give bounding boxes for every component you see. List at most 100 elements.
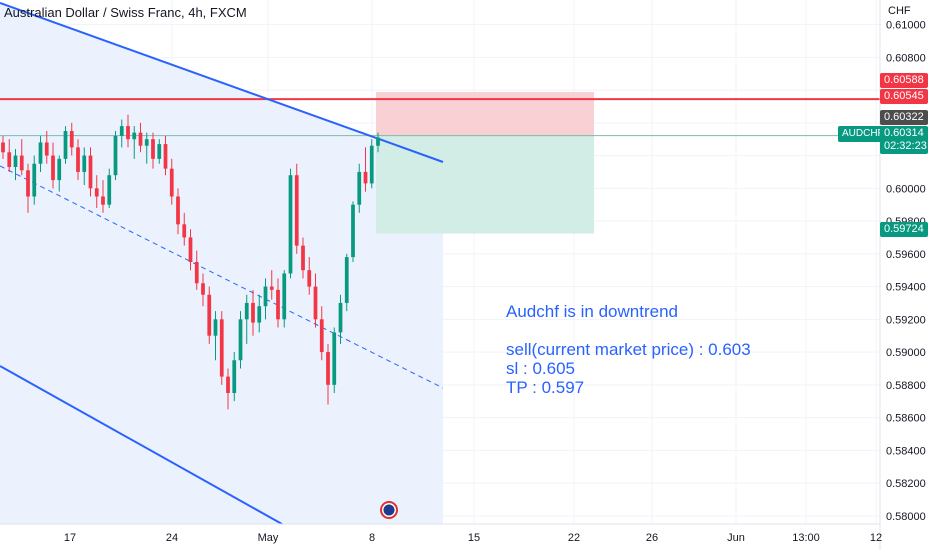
- trade-note-stop: sl : 0.605: [506, 359, 575, 378]
- symbol-tag: AUDCHF: [838, 126, 888, 142]
- x-tick-label: 26: [646, 532, 658, 544]
- candle-body: [182, 224, 187, 238]
- candle-body: [188, 237, 193, 262]
- x-tick-label: 22: [568, 532, 580, 544]
- candle-body: [32, 163, 37, 197]
- candle-body: [132, 132, 137, 140]
- y-tick-label: 0.60800: [886, 52, 926, 64]
- candle-body: [107, 175, 112, 205]
- y-tick-label: 0.58200: [886, 478, 926, 490]
- trade-note-entry: sell(current market price) : 0.603: [506, 340, 751, 359]
- trade-note[interactable]: Audchf is in downtrend sell(current mark…: [506, 302, 751, 397]
- channel-lower-line[interactable]: [0, 365, 283, 525]
- candle-body: [201, 283, 205, 295]
- candle-body: [69, 131, 74, 148]
- candle-body: [319, 319, 324, 353]
- candle-body: [232, 360, 237, 393]
- candle-body: [244, 302, 249, 320]
- candles: [1, 114, 380, 410]
- trade-note-target: TP : 0.597: [506, 378, 585, 397]
- candle-body: [282, 273, 287, 320]
- candle-body: [157, 144, 162, 159]
- candle-body: [144, 139, 149, 146]
- channel-mid-line: [0, 165, 444, 389]
- target-price-tag: 0.59724: [880, 222, 928, 237]
- candle-body: [376, 137, 380, 146]
- candle-body: [251, 302, 255, 323]
- candle-body: [219, 319, 224, 377]
- candle-body: [301, 245, 305, 271]
- current-price-tag: 0.60314 02:32:23: [880, 126, 928, 154]
- y-tick-label: 0.58000: [886, 511, 926, 523]
- candle-body: [357, 171, 362, 205]
- candle-body: [82, 155, 87, 172]
- y-tick-label: 0.59400: [886, 282, 926, 294]
- candle-body: [288, 175, 293, 274]
- candle-body: [76, 147, 80, 172]
- candle-body: [57, 158, 62, 181]
- candle-body: [332, 332, 337, 385]
- time-axis[interactable]: 17 24 May 8 15 22 26 Jun 13:00 12: [64, 532, 882, 544]
- candle-body: [169, 168, 174, 197]
- candle-body: [13, 155, 18, 168]
- y-tick-label: 0.58800: [886, 380, 926, 392]
- candle-body: [51, 155, 55, 181]
- x-tick-label: 15: [468, 532, 480, 544]
- candle-body: [294, 175, 299, 246]
- x-tick-label: May: [258, 532, 279, 544]
- current-price-value: 0.60314: [884, 127, 924, 139]
- y-tick-label: 0.59200: [886, 314, 926, 326]
- candle-body: [19, 155, 24, 171]
- candle-body: [313, 286, 318, 320]
- y-tick-label: 0.60000: [886, 183, 926, 195]
- candle-body: [194, 262, 199, 284]
- candle-body: [363, 171, 368, 184]
- resistance-price-tag: 0.60545: [880, 89, 928, 104]
- channel-fill: [0, 3, 443, 524]
- candle-body: [113, 135, 118, 176]
- trade-note-trend: Audchf is in downtrend: [506, 302, 678, 321]
- candle-body: [63, 131, 68, 159]
- candle-body: [26, 170, 30, 197]
- countdown-timer: 02:32:23: [884, 140, 927, 152]
- candle-body: [119, 126, 124, 136]
- candle-body: [307, 270, 312, 287]
- candle-body: [213, 319, 218, 336]
- x-tick-label: 17: [64, 532, 76, 544]
- y-tick-label: 0.58600: [886, 413, 926, 425]
- candle-body: [101, 196, 105, 205]
- candle-body: [88, 155, 93, 189]
- entry-price-tag: 0.60322: [880, 110, 928, 125]
- x-tick-label: 24: [166, 532, 178, 544]
- candle-body: [163, 144, 168, 169]
- channel-upper-line[interactable]: [0, 2, 444, 163]
- y-tick-label: 0.58400: [886, 445, 926, 457]
- candle-body: [351, 204, 355, 258]
- stop-top-price-tag: 0.60588: [880, 73, 928, 88]
- candle-body: [257, 306, 262, 323]
- candle-body: [326, 352, 330, 385]
- candle-body: [226, 376, 230, 393]
- candle-body: [338, 302, 343, 333]
- currency-label: CHF: [888, 5, 911, 17]
- price-axis[interactable]: 0.610000.608000.600000.598000.596000.594…: [886, 20, 926, 523]
- candle-body: [269, 286, 274, 290]
- symbol-title: Australian Dollar / Swiss Franc, 4h, FXC…: [4, 5, 247, 20]
- candle-body: [151, 139, 155, 159]
- candle-body: [1, 142, 5, 153]
- candle-body: [238, 319, 243, 361]
- candle-body: [344, 257, 349, 303]
- x-tick-label: 13:00: [792, 532, 820, 544]
- candle-body: [276, 289, 280, 320]
- x-tick-label: 12: [870, 532, 882, 544]
- candle-body: [369, 145, 374, 184]
- x-tick-label: Jun: [727, 532, 745, 544]
- trade-note-spacer: [506, 321, 751, 340]
- candle-body: [263, 286, 268, 307]
- australia-flag-icon[interactable]: [380, 501, 398, 519]
- candle-body: [44, 142, 49, 156]
- candle-body: [138, 132, 143, 146]
- candle-body: [207, 294, 212, 336]
- candle-body: [94, 188, 99, 197]
